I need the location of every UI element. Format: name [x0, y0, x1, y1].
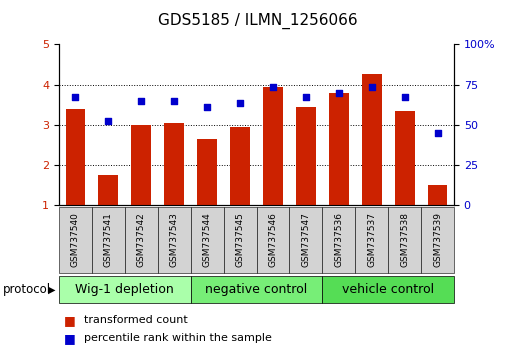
Text: GSM737545: GSM737545 — [235, 212, 245, 267]
Text: protocol: protocol — [3, 283, 51, 296]
Point — [137, 98, 145, 103]
Bar — [197, 139, 217, 205]
Text: vehicle control: vehicle control — [342, 283, 434, 296]
Point — [401, 94, 409, 99]
Text: GSM737541: GSM737541 — [104, 212, 113, 267]
Text: ■: ■ — [64, 332, 76, 344]
Bar — [329, 93, 349, 205]
Point — [71, 94, 80, 99]
Bar — [164, 123, 184, 205]
Text: ■: ■ — [64, 314, 76, 327]
Bar — [362, 74, 382, 205]
Point — [302, 94, 310, 99]
Text: GSM737547: GSM737547 — [301, 212, 310, 267]
Text: ▶: ▶ — [48, 284, 55, 295]
Point — [170, 98, 179, 103]
Bar — [230, 127, 250, 205]
Text: GSM737536: GSM737536 — [334, 212, 343, 267]
Bar — [428, 185, 447, 205]
Text: negative control: negative control — [205, 283, 308, 296]
Bar — [131, 125, 151, 205]
Point — [433, 130, 442, 136]
Text: GSM737539: GSM737539 — [433, 212, 442, 267]
Text: transformed count: transformed count — [84, 315, 187, 325]
Text: GSM737544: GSM737544 — [203, 212, 212, 267]
Bar — [394, 111, 415, 205]
Text: GSM737542: GSM737542 — [137, 212, 146, 267]
Point — [236, 100, 244, 105]
Point — [334, 90, 343, 96]
Text: GSM737546: GSM737546 — [268, 212, 278, 267]
Bar — [296, 107, 315, 205]
Text: percentile rank within the sample: percentile rank within the sample — [84, 333, 271, 343]
Text: GSM737537: GSM737537 — [367, 212, 376, 267]
Point — [368, 84, 376, 89]
Text: GSM737543: GSM737543 — [170, 212, 179, 267]
Bar — [263, 86, 283, 205]
Text: GSM737538: GSM737538 — [400, 212, 409, 267]
Text: Wig-1 depletion: Wig-1 depletion — [75, 283, 174, 296]
Point — [269, 84, 277, 89]
Bar — [66, 109, 85, 205]
Text: GDS5185 / ILMN_1256066: GDS5185 / ILMN_1256066 — [158, 12, 358, 29]
Bar — [98, 175, 118, 205]
Text: GSM737540: GSM737540 — [71, 212, 80, 267]
Point — [203, 104, 211, 109]
Point — [104, 118, 112, 124]
